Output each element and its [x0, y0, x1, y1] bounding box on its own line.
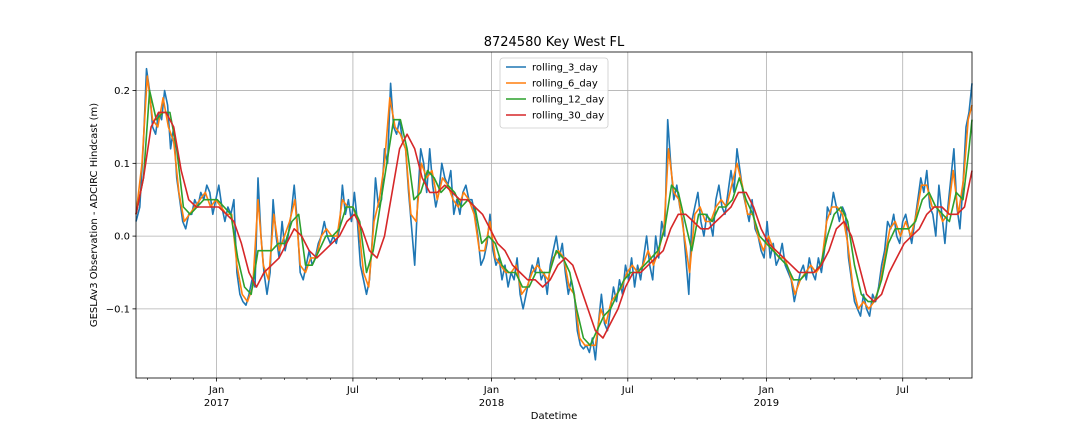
- y-tick-label: −0.1: [106, 304, 130, 315]
- plot-frame: [135, 51, 973, 379]
- chart-title: 8724580 Key West FL: [484, 35, 625, 50]
- y-tick-label: 0.1: [114, 159, 130, 170]
- legend-label: rolling_6_day: [532, 79, 598, 90]
- y-axis: −0.1 0.0 0.1 0.2: [106, 86, 136, 315]
- x-tick-year-label: 2017: [204, 398, 229, 409]
- plot-lines: [135, 67, 973, 361]
- series-line-rolling-12-day: [135, 89, 973, 347]
- x-axis: Jan 2017 Jul Jan 2018 Jul Jan 2019 Jul: [146, 378, 950, 409]
- x-axis-label: Datetime: [531, 411, 578, 422]
- x-tick-year-label: 2018: [479, 398, 504, 409]
- x-tick-label: Jan: [758, 385, 774, 396]
- x-tick-year-label: 2019: [754, 398, 779, 409]
- legend-box: [499, 57, 609, 129]
- grid: [136, 52, 972, 378]
- x-tick-label: Jan: [483, 385, 499, 396]
- series-line-rolling-30-day: [135, 111, 973, 339]
- x-tick-label: Jul: [896, 385, 909, 396]
- legend-label: rolling_30_day: [532, 111, 604, 122]
- y-tick-label: 0.2: [114, 86, 130, 97]
- series-line-rolling-3-day: [135, 67, 973, 361]
- legend-label: rolling_12_day: [532, 95, 604, 106]
- x-tick-label: Jan: [208, 385, 224, 396]
- legend-label: rolling_3_day: [532, 63, 598, 74]
- x-tick-label: Jul: [621, 385, 634, 396]
- x-tick-label: Jul: [346, 385, 359, 396]
- y-axis-label: GESLAv3 Observation - ADCIRC Hindcast (m…: [89, 103, 100, 327]
- legend: rolling_3_day rolling_6_day rolling_12_day…: [499, 57, 609, 129]
- y-tick-label: 0.0: [114, 232, 130, 243]
